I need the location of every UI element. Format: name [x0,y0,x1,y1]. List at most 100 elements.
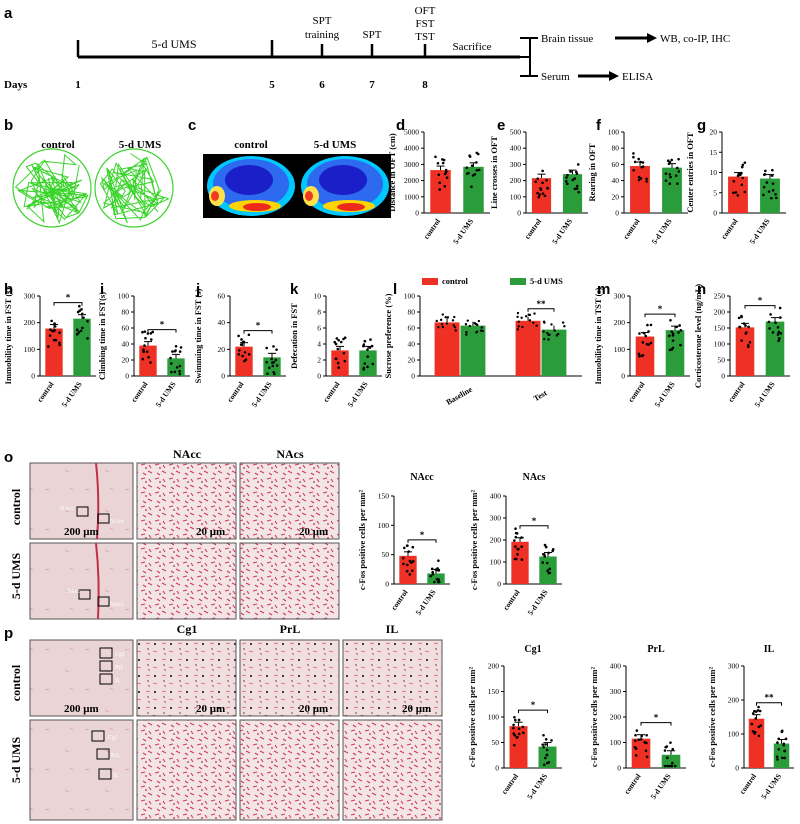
data-point [402,562,405,566]
data-point [637,738,641,741]
y-tick-label: 80 [612,144,620,153]
y-tick-label: 200 [510,176,522,185]
data-point [637,175,641,179]
data-point [679,343,682,347]
data-point [52,338,56,342]
panel-letter-g: g [697,117,706,134]
roi-label-cg1: Cg1 [108,735,118,741]
y-tick-label: 400 [510,144,522,153]
track-path [99,153,170,224]
y-tick-label: 100 [488,713,500,722]
data-point [575,184,579,188]
roi-label-nacc: NAcc [66,589,80,595]
event-spt-training-2: training [305,29,340,41]
y-tick-label: 100 [714,340,726,349]
y-tick-label: 100 [614,345,626,354]
data-point [435,577,439,581]
legend-label: 5-d UMS [530,276,563,286]
significance-bracket [527,308,555,312]
data-point [78,304,81,308]
data-point [759,724,762,727]
data-point [436,567,439,570]
data-point [641,341,645,344]
data-point [147,355,150,359]
data-point [543,194,547,198]
significance-marker: ** [537,299,547,309]
data-point [746,345,750,349]
data-point [437,569,441,572]
data-point [542,745,546,749]
data-point [649,323,653,327]
data-point [512,726,515,730]
row-label-control: control [9,664,23,701]
y-tick-label: 0 [317,372,321,381]
x-tick-label: 5-d UMS [60,380,84,409]
y-tick-label: 300 [614,292,626,301]
data-point [634,747,638,750]
scale-bar-label: 200 μm [64,703,99,715]
data-point [553,329,556,332]
data-point [143,330,147,333]
data-point [514,527,517,530]
data-point [539,188,543,191]
chart-l: 0 20 40 60 80 100 Sucrose preference (%) Baseli… [383,276,582,407]
x-tick-label: 5-d UMS [451,217,475,246]
data-point [783,749,787,753]
data-point [247,333,251,337]
data-point [369,338,372,341]
y-tick-label: 0 [615,209,619,218]
bar-control [399,555,417,584]
data-point [477,168,481,172]
data-point [763,172,767,176]
data-point [452,324,455,327]
data-point [676,182,679,185]
data-point [50,319,53,323]
data-point [663,764,667,768]
data-point [667,334,671,338]
data-point [748,340,752,344]
x-tick-label: control [738,772,758,796]
bar-control [735,327,755,376]
y-tick-label: 40 [218,318,226,327]
data-point [431,570,434,574]
data-point [171,350,174,353]
data-point [569,170,572,173]
data-point [762,193,765,197]
data-point [451,319,455,322]
event-fst: FST [416,18,435,30]
data-point [645,177,648,181]
data-point [767,190,771,193]
data-point [265,360,268,364]
data-point [475,151,479,155]
data-point [645,755,649,759]
y-tick-label: 60 [408,324,416,333]
y-tick-label: 0 [721,372,725,381]
data-point [475,161,478,164]
data-point [268,366,271,370]
micrograph-ums-low [29,719,134,821]
data-point [334,342,338,346]
significance-bracket [644,313,676,318]
roi-label-il: IL [113,773,119,779]
panel-letter-d: d [396,117,405,134]
data-point [645,342,649,346]
scale-bar-label: 20 μm [299,703,328,715]
data-point [464,322,468,326]
significance-bracket [640,722,672,726]
bar-ums [765,321,785,376]
x-tick-label: control [321,380,341,404]
y-tick-label: 20 [408,356,416,365]
heatmap-label-control: control [234,139,267,151]
y-tick-label: 60 [122,324,130,333]
data-point [635,729,639,732]
data-point [52,329,55,333]
data-point [671,761,674,765]
data-point [543,756,547,760]
significance-bracket [518,709,548,714]
data-point [545,753,549,757]
serum-output: ELISA [622,71,653,83]
data-point [774,192,777,196]
significance-marker: * [420,530,425,540]
y-tick-label: 0 [617,764,621,773]
col-label-prl: PrL [280,622,301,636]
